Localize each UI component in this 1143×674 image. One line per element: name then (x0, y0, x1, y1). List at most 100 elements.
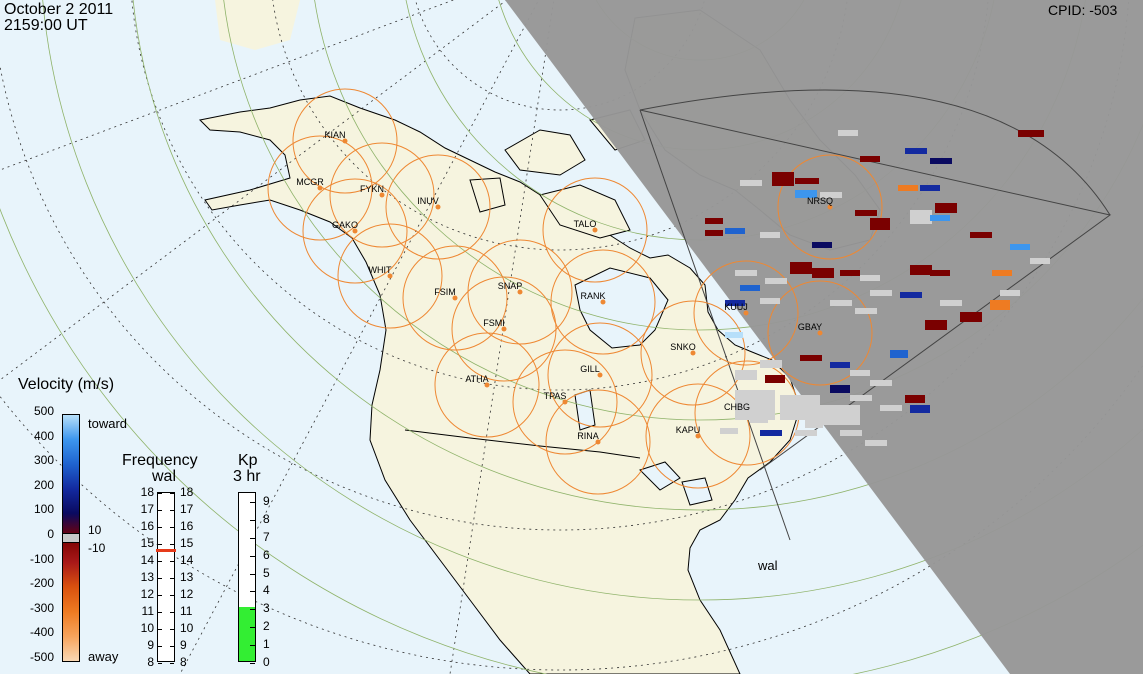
magnetic-latitude-circle (132, 0, 1143, 511)
frequency-tick-mark (158, 612, 162, 613)
site-dot (342, 138, 348, 144)
velocity-cell (898, 185, 918, 191)
frequency-tick-mark (158, 493, 162, 494)
frequency-tick-mark (170, 612, 174, 613)
frequency-tick-right: 11 (180, 604, 193, 618)
kp-tick-mark (250, 591, 255, 593)
velocity-tick-label: 0 (47, 527, 54, 541)
site-label-whit: WHIT (368, 265, 392, 275)
velocity-tick-label: -500 (29, 650, 54, 664)
arctic-island (504, 129, 586, 176)
magnetic-latitude-circle (223, 0, 1143, 421)
kp-tick-label: 6 (263, 547, 270, 562)
range-circle (267, 135, 373, 241)
site-label-rank: RANK (580, 291, 606, 301)
velocity-cell (860, 156, 880, 162)
velocity-cell (935, 203, 957, 213)
range-circle (434, 332, 540, 438)
frequency-tick-left: 10 (140, 621, 154, 635)
frequency-tick-right: 18 (180, 485, 194, 499)
velocity-cell (735, 370, 757, 380)
radar-fov-arc (639, 89, 1111, 216)
velocity-cell (1030, 258, 1050, 264)
velocity-cell (805, 420, 823, 428)
frequency-tick-mark (170, 578, 174, 579)
velocity-cell (720, 428, 738, 434)
velocity-tick-label: -400 (29, 625, 54, 640)
velocity-cell (760, 360, 782, 368)
site-dot (517, 289, 523, 295)
site-label-kuuj: KUUJ (724, 302, 748, 312)
velocity-cell (960, 312, 982, 322)
velocity-cell (735, 270, 757, 276)
velocity-cell (760, 298, 780, 304)
kp-tick-mark (250, 519, 255, 521)
kp-tick-mark (250, 555, 255, 557)
site-dot (827, 204, 833, 210)
frequency-tick-right: 12 (180, 587, 194, 601)
frequency-tick-mark (158, 544, 162, 545)
kp-tick-label: 9 (263, 493, 270, 508)
velocity-tick-label: 200 (33, 477, 54, 492)
ground-scatter-swatch (63, 533, 79, 543)
velocity-cell (992, 270, 1012, 276)
kp-tick-label: 4 (263, 583, 270, 598)
site-label-kapu: KAPU (675, 425, 701, 435)
velocity-cell (772, 172, 794, 186)
velocity-cell (910, 265, 932, 275)
velocity-cell (905, 395, 925, 403)
velocity-cell (705, 218, 723, 224)
velocity-cell (765, 278, 787, 284)
kp-legend-subtitle: 3 hr (233, 468, 261, 485)
site-label-snko: SNKO (670, 342, 696, 352)
velocity-tick-label: 400 (33, 428, 54, 443)
site-label-mcgr: MCGR (296, 177, 324, 187)
velocity-cell (890, 350, 908, 358)
radar-fov-edge (639, 109, 791, 541)
site-dot (435, 204, 441, 210)
range-circle (292, 88, 398, 194)
frequency-tick-right: 17 (180, 502, 194, 516)
alaska-top (215, 0, 300, 50)
velocity-cell (830, 362, 850, 368)
velocity-cell (860, 275, 880, 281)
frequency-tick-left: 18 (140, 485, 154, 499)
range-circle (542, 177, 648, 283)
velocity-cell (795, 178, 819, 184)
velocity-cell (725, 228, 745, 234)
latitude-circle (415, 0, 705, 111)
velocity-cell (990, 300, 1010, 310)
site-label-tpas: TPAS (543, 391, 567, 401)
site-dot (317, 185, 323, 191)
site-dot (484, 382, 490, 388)
kp-bar (238, 492, 256, 664)
velocity-legend-title: Velocity (m/s) (18, 376, 115, 393)
arctic-island (539, 184, 631, 239)
frequency-tick-left: 15 (140, 536, 154, 550)
velocity-cell (870, 380, 892, 386)
frequency-tick-right: 10 (180, 621, 194, 635)
velocity-cell (838, 130, 858, 136)
frequency-tick-left: 14 (140, 553, 154, 567)
frequency-tick-mark (170, 663, 174, 664)
velocity-cell (812, 242, 832, 248)
velocity-cell (940, 300, 962, 306)
range-circle (385, 154, 491, 260)
frequency-tick-mark (158, 578, 162, 579)
frequency-tick-mark (158, 561, 162, 562)
velocity-cell (790, 262, 812, 274)
north-america-land (198, 95, 801, 674)
frequency-tick-right: 9 (180, 638, 187, 652)
frequency-bar (156, 492, 176, 664)
velocity-cell (920, 185, 940, 191)
velocity-cells (705, 130, 1050, 446)
velocity-cell (725, 332, 743, 338)
velocity-cell (705, 230, 723, 236)
site-label-fsim: FSIM (434, 287, 456, 297)
site-dot (387, 273, 393, 279)
site-label-fykn: FYKN (359, 184, 385, 194)
site-dot (379, 192, 385, 198)
velocity-cell (870, 290, 892, 296)
velocity-cell (870, 218, 890, 230)
time-label: 2159:00 UT (4, 17, 88, 34)
